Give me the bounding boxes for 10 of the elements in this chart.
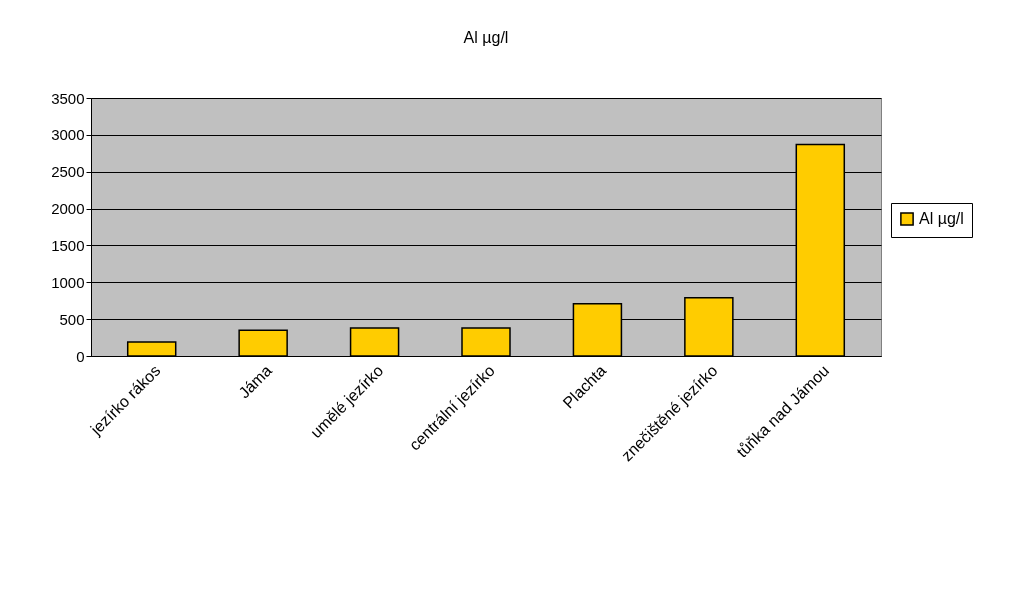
y-tick-label: 500: [59, 310, 85, 328]
y-tick-label: 1000: [51, 273, 85, 291]
y-tick-label: 3500: [51, 89, 85, 107]
y-tick-label: 0: [76, 347, 85, 365]
legend-label: Al µg/l: [919, 210, 964, 227]
chart-title: Al µg/l: [463, 29, 509, 46]
y-tick-label: 1500: [51, 236, 85, 254]
y-tick-label: 2000: [51, 200, 85, 218]
y-tick-label: 2500: [51, 163, 85, 181]
y-tick-label: 3000: [51, 126, 85, 144]
